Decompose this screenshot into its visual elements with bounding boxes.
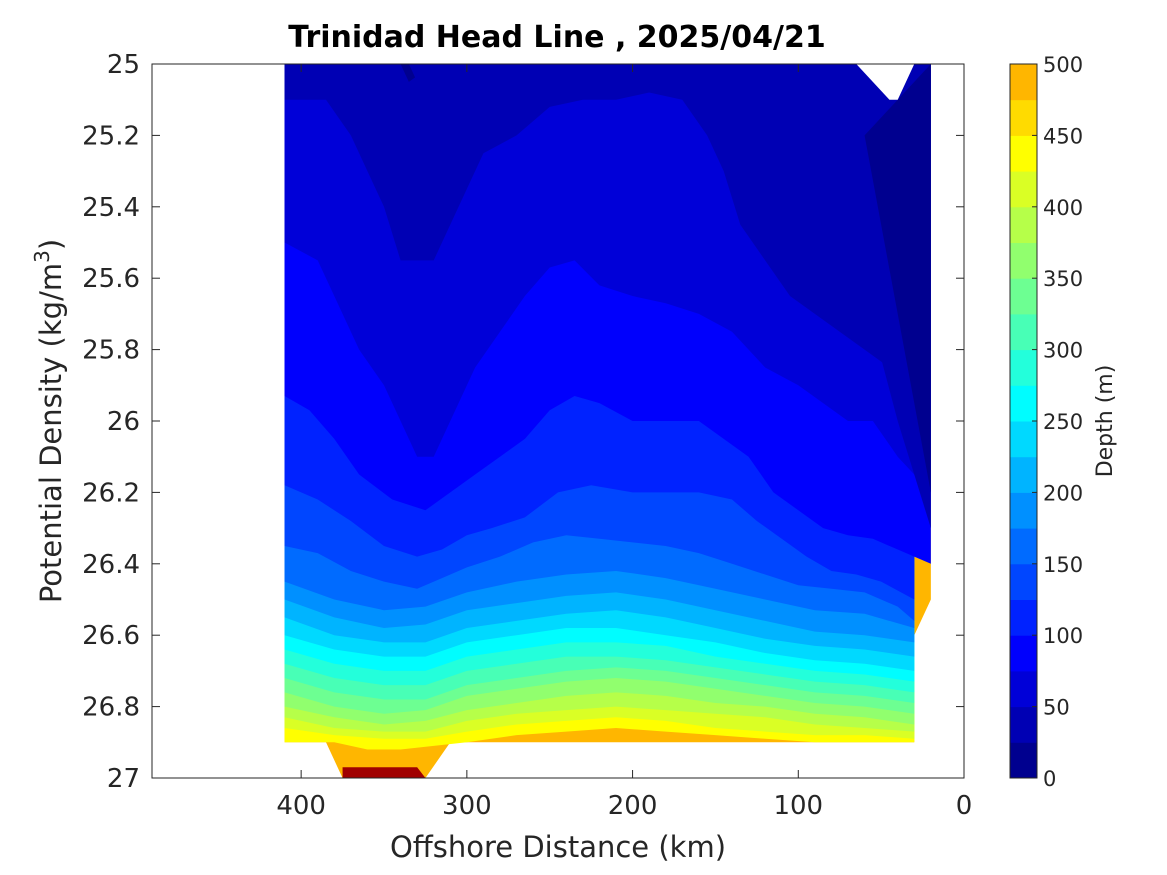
colorbar-swatch (1010, 206, 1037, 243)
colorbar-swatch (1010, 742, 1037, 779)
y-tick-label: 25.4 (82, 193, 140, 223)
x-tick-label: 100 (773, 791, 823, 821)
colorbar-swatch (1010, 171, 1037, 208)
y-axis-label-suffix: ) (34, 239, 68, 250)
contour-band-surface (284, 64, 434, 82)
colorbar-swatch (1010, 528, 1037, 565)
x-tick-label: 200 (608, 791, 658, 821)
y-tick-label: 27 (107, 764, 140, 794)
y-tick-label: 26.6 (82, 621, 140, 651)
y-tick-label: 25.8 (82, 336, 140, 366)
y-tick-label: 25.2 (82, 121, 140, 151)
colorbar-label: Depth (m) (1093, 365, 1118, 478)
y-axis-label-sup: 3 (30, 250, 54, 263)
colorbar-swatch (1010, 99, 1037, 136)
colorbar-tick-label: 450 (1043, 124, 1083, 148)
y-axis: 25 25.2 25.4 25.6 25.8 26 26.2 26.4 26.6 26.8 27 (82, 50, 964, 794)
colorbar-tick-label: 100 (1043, 624, 1083, 648)
y-tick-label: 26.8 (82, 693, 140, 723)
contour-band-50 (284, 64, 931, 386)
y-axis-label: Potential Density (kg/m3) (30, 239, 68, 603)
colorbar-swatch (1010, 278, 1037, 315)
x-tick-label: 0 (956, 791, 973, 821)
colorbar-swatch (1010, 242, 1037, 279)
y-tick-label: 26.4 (82, 550, 140, 580)
x-tick-label: 400 (276, 791, 326, 821)
no-data-gap (856, 64, 915, 100)
colorbar-swatch (1010, 563, 1037, 600)
colorbar-swatch (1010, 670, 1037, 708)
colorbar-tick-label: 500 (1043, 53, 1083, 77)
plot-area (152, 64, 964, 778)
colorbar-swatch (1010, 706, 1037, 743)
colorbar-swatch (1010, 135, 1037, 172)
colorbar-tick-label: 300 (1043, 339, 1083, 363)
colorbar-swatch (1010, 456, 1037, 493)
contour-band-pocket (342, 767, 426, 778)
colorbar-swatch (1010, 421, 1037, 458)
y-tick-label: 26.2 (82, 478, 140, 508)
colorbar-swatch (1010, 313, 1037, 351)
contour-fill-layer (284, 64, 931, 778)
colorbar-swatch (1010, 385, 1037, 422)
y-tick-label: 25 (107, 50, 140, 80)
y-axis-label-prefix: Potential Density (kg/m (34, 263, 68, 603)
colorbar-tick-label: 350 (1043, 267, 1083, 291)
x-tick-label: 300 (442, 791, 492, 821)
y-tick-label: 25.6 (82, 264, 140, 294)
y-tick-label: 26 (107, 407, 140, 437)
colorbar-swatch (1010, 64, 1037, 101)
colorbar-tick-label: 150 (1043, 553, 1083, 577)
chart-title: Trinidad Head Line , 2025/04/21 (288, 20, 825, 55)
colorbar-tick-label: 250 (1043, 410, 1083, 434)
colorbar-swatch (1010, 599, 1037, 636)
colorbar: 0 50 100 150 200 250 300 350 400 450 500 (1009, 53, 1083, 791)
colorbar-swatch (1010, 349, 1037, 386)
contour-band-nearshore-core (864, 64, 931, 493)
colorbar-tick-label: 200 (1043, 481, 1083, 505)
x-axis-label: Offshore Distance (km) (390, 830, 726, 864)
colorbar-tick-label: 400 (1043, 196, 1083, 220)
colorbar-swatch (1010, 492, 1037, 529)
colorbar-tick-label: 0 (1043, 767, 1056, 791)
colorbar-swatch (1010, 635, 1037, 672)
x-axis: 400 300 200 100 0 (276, 64, 972, 821)
colorbar-tick-label: 50 (1043, 696, 1070, 720)
